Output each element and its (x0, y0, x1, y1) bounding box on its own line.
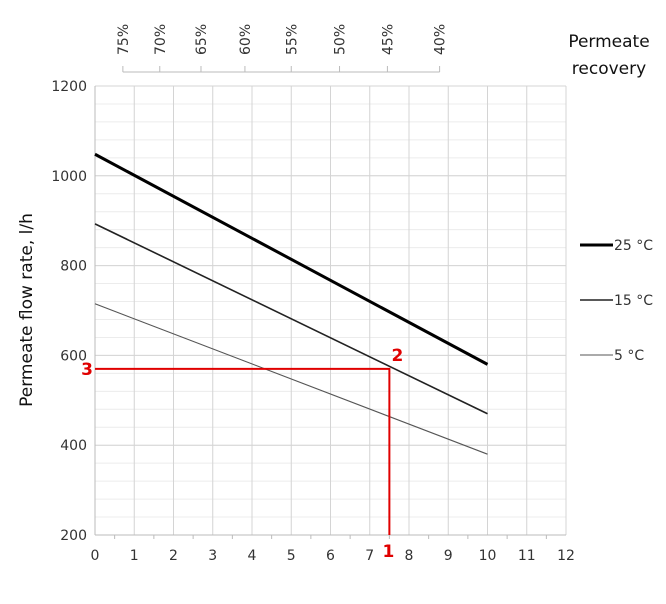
x-tick-label: 7 (365, 548, 374, 564)
x-tick-label: 11 (518, 548, 536, 564)
x-tick-label: 8 (405, 548, 414, 564)
recovery-tick-label: 75% (116, 24, 132, 55)
y-tick-label: 200 (60, 528, 87, 544)
red-guide-line (95, 367, 391, 535)
marker-3: 3 (81, 360, 93, 380)
marker-2: 2 (391, 346, 403, 366)
y-tick-label: 600 (60, 348, 87, 364)
x-tick-label: 10 (479, 548, 497, 564)
x-tick-label: 4 (248, 548, 257, 564)
y-tick-label: 1200 (51, 79, 87, 95)
legend-label-2: 5 °C (614, 348, 644, 364)
recovery-axis: 75% 70% 65% 60% 55% 50% 45% 40% (116, 24, 449, 73)
recovery-tick-label: 45% (380, 24, 396, 55)
series-line-1 (94, 223, 488, 415)
x-tick-label: 0 (91, 548, 100, 564)
recovery-tick-label: 40% (433, 24, 449, 55)
grid (94, 85, 567, 536)
x-tick-label: 5 (287, 548, 296, 564)
marker-1: 1 (382, 542, 394, 562)
x-tick-label: 2 (169, 548, 178, 564)
legend: 25 °C 15 °C 5 °C (580, 238, 653, 364)
recovery-axis-title-1: Permeate (568, 32, 649, 52)
y-tick-label: 400 (60, 438, 87, 454)
recovery-tick-label: 65% (194, 24, 210, 55)
series-line-2 (94, 303, 488, 455)
series-line-0 (94, 152, 489, 366)
x-tick-label: 3 (208, 548, 217, 564)
x-tick-label: 6 (326, 548, 335, 564)
y-tick-label: 800 (60, 259, 87, 275)
recovery-tick-label: 55% (284, 24, 300, 55)
x-tick-label: 12 (557, 548, 575, 564)
annotation: 1 2 3 (81, 346, 403, 562)
y-tick-label: 1000 (51, 169, 87, 185)
legend-label-1: 15 °C (614, 293, 653, 309)
recovery-tick-label: 50% (333, 24, 349, 55)
series-lines (94, 152, 489, 455)
x-tick-label: 1 (130, 548, 139, 564)
recovery-axis-title-2: recovery (572, 59, 646, 79)
recovery-tick-label: 70% (153, 24, 169, 55)
x-tick-label: 9 (444, 548, 453, 564)
legend-label-0: 25 °C (614, 238, 653, 254)
recovery-tick-label: 60% (238, 24, 254, 55)
y-axis-title: Permeate flow rate, l/h (17, 213, 37, 407)
